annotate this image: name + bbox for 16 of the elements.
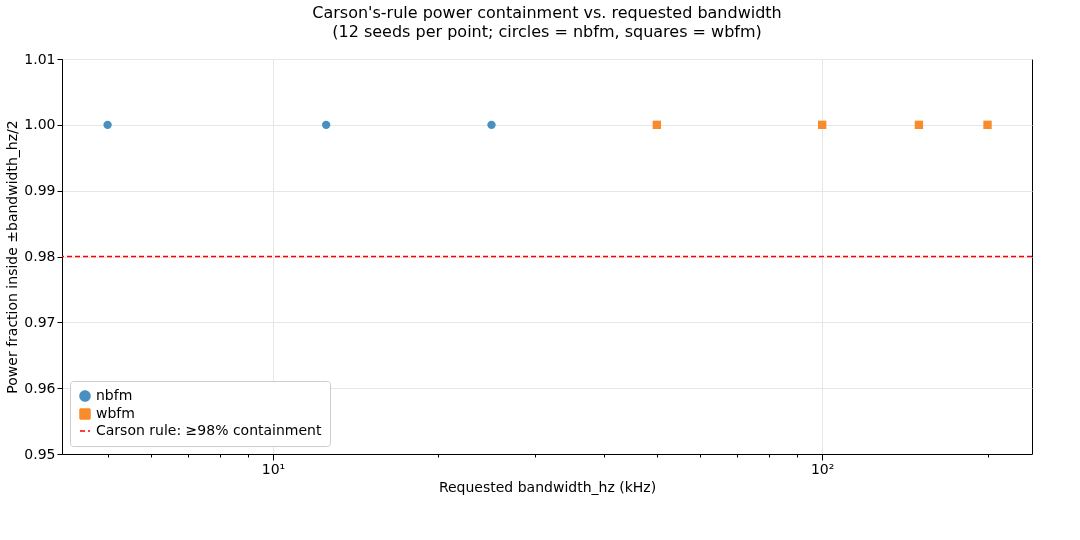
legend-label: wbfm xyxy=(96,405,135,421)
y-tick-label: 0.96 xyxy=(24,379,56,396)
y-tick-label: 0.97 xyxy=(24,313,56,330)
chart-title: Carson's-rule power containment vs. requested bandwidth xyxy=(312,3,782,22)
y-tick-label: 1.00 xyxy=(24,116,56,133)
legend-label: nbfm xyxy=(96,387,133,403)
x-tick-label: 10¹ xyxy=(261,460,286,477)
y-tick-label: 1.01 xyxy=(24,50,56,67)
y-tick-label: 0.95 xyxy=(24,445,56,462)
legend-label: Carson rule: ≥98% containment xyxy=(96,422,322,438)
y-tick-label: 0.99 xyxy=(24,182,56,199)
chart-subtitle: (12 seeds per point; circles = nbfm, squares = wbfm) xyxy=(332,22,762,41)
y-tick-label: 0.98 xyxy=(24,248,56,264)
y-axis-title: Power fraction inside ±bandwidth_hz/2 xyxy=(4,120,21,394)
x-axis-title: Requested bandwidth_hz (kHz) xyxy=(438,478,657,495)
x-tick-label: 10² xyxy=(810,460,835,477)
